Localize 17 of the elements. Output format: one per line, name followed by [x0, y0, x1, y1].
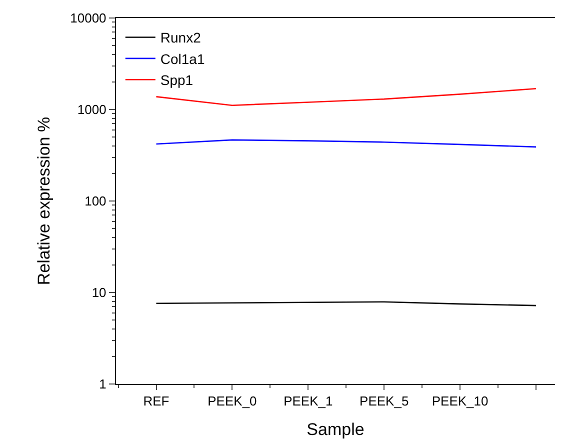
x-tick-label: REF — [143, 394, 170, 409]
y-tick-label: 1000 — [77, 102, 106, 118]
x-tick-label: PEEK_0 — [208, 394, 257, 409]
x-axis-title: Sample — [306, 420, 364, 440]
y-tick-label: 10 — [92, 285, 106, 300]
y-tick-label: 1 — [99, 376, 106, 392]
line-series — [156, 88, 537, 106]
line-series — [156, 139, 537, 148]
y-tick-label: 100 — [84, 194, 106, 209]
y-tick-label: 10000 — [70, 10, 106, 26]
legend-label: Runx2 — [160, 30, 202, 46]
legend-label: Spp1 — [160, 72, 194, 88]
x-tick-label: PEEK_1 — [284, 394, 333, 409]
legend-label: Col1a1 — [160, 50, 205, 67]
y-axis-title: Relative expression % — [34, 116, 54, 286]
x-tick-label: PEEK_10 — [432, 394, 488, 409]
x-tick-label: PEEK_5 — [360, 394, 409, 409]
